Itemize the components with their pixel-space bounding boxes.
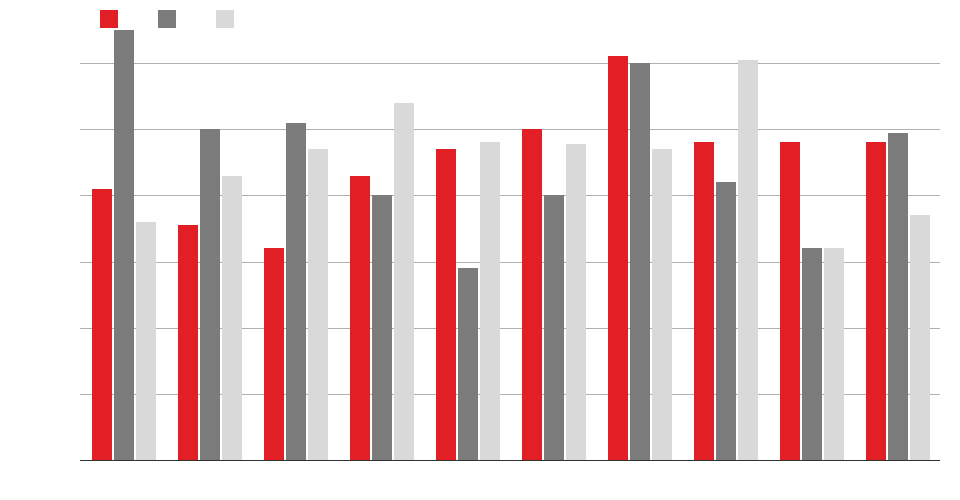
bar-series-c-6 bbox=[652, 149, 672, 460]
bar-series-a-4 bbox=[436, 149, 456, 460]
bar-series-a-8 bbox=[780, 142, 800, 460]
bar-series-a-1 bbox=[178, 225, 198, 460]
legend-swatch-series-c bbox=[216, 10, 234, 28]
bar-series-c-3 bbox=[394, 103, 414, 460]
bar-series-c-8 bbox=[824, 248, 844, 460]
bar-series-b-5 bbox=[544, 195, 564, 460]
bar-series-b-1 bbox=[200, 129, 220, 460]
bar-chart bbox=[0, 0, 960, 500]
gridline bbox=[80, 460, 940, 461]
bar-series-a-2 bbox=[264, 248, 284, 460]
bar-series-c-7 bbox=[738, 60, 758, 460]
bar-series-b-2 bbox=[286, 123, 306, 460]
bar-series-a-5 bbox=[522, 129, 542, 460]
bar-series-c-4 bbox=[480, 142, 500, 460]
bar-series-b-6 bbox=[630, 63, 650, 460]
bar-series-c-0 bbox=[136, 222, 156, 460]
bar-series-b-3 bbox=[372, 195, 392, 460]
bar-series-b-9 bbox=[888, 133, 908, 460]
bar-series-a-0 bbox=[92, 189, 112, 460]
legend-swatch-series-a bbox=[100, 10, 118, 28]
bar-series-c-9 bbox=[910, 215, 930, 460]
bar-series-a-6 bbox=[608, 56, 628, 460]
bar-series-b-7 bbox=[716, 182, 736, 460]
bar-series-b-8 bbox=[802, 248, 822, 460]
plot-area bbox=[80, 30, 940, 460]
legend-swatch-series-b bbox=[158, 10, 176, 28]
bar-series-c-2 bbox=[308, 149, 328, 460]
legend bbox=[100, 10, 234, 28]
bar-series-c-5 bbox=[566, 144, 586, 460]
bar-series-c-1 bbox=[222, 176, 242, 460]
gridline bbox=[80, 63, 940, 64]
bar-series-a-9 bbox=[866, 142, 886, 460]
bar-series-b-0 bbox=[114, 30, 134, 460]
bar-series-a-7 bbox=[694, 142, 714, 460]
bar-series-b-4 bbox=[458, 268, 478, 460]
bar-series-a-3 bbox=[350, 176, 370, 460]
